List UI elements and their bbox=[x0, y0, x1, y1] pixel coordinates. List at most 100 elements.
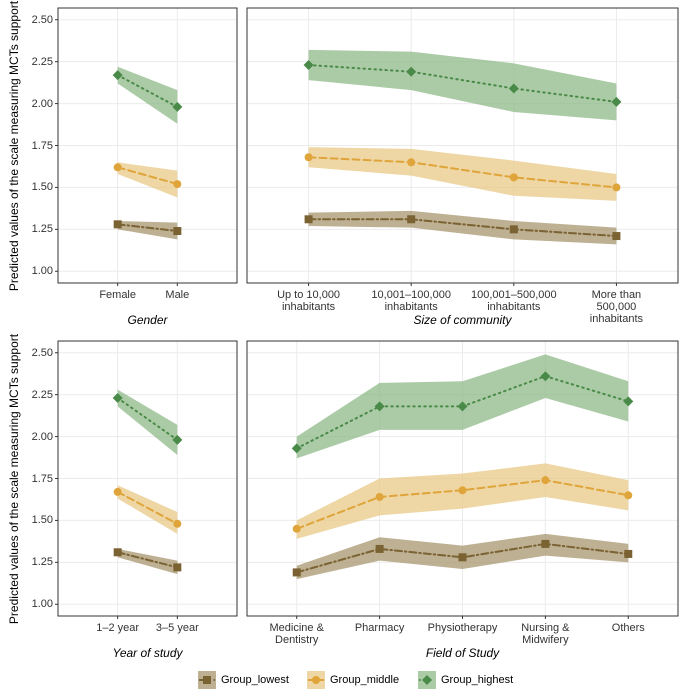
line bbox=[116, 551, 179, 569]
y-tick-label: 1.00 bbox=[31, 598, 53, 611]
y-tick-label: 1.75 bbox=[31, 472, 53, 485]
series bbox=[292, 463, 633, 539]
x-tick-label: More than 500,000 inhabitants bbox=[589, 289, 644, 325]
marker bbox=[375, 544, 384, 553]
marker bbox=[458, 553, 467, 562]
series bbox=[113, 220, 182, 240]
x-axis-title: Gender bbox=[127, 313, 168, 327]
y-tick-label: 2.00 bbox=[31, 97, 53, 110]
y-tick-label: 2.50 bbox=[31, 346, 53, 359]
marker bbox=[173, 563, 182, 572]
y-tick-label: 2.25 bbox=[31, 55, 53, 68]
x-tick-label: Physiotherapy bbox=[427, 622, 498, 634]
marker bbox=[113, 548, 122, 557]
marker bbox=[304, 215, 313, 224]
marker bbox=[112, 393, 123, 404]
marker bbox=[406, 66, 417, 77]
marker bbox=[173, 227, 182, 236]
marker bbox=[407, 215, 416, 224]
legend-label: Group_middle bbox=[330, 674, 400, 686]
marker bbox=[611, 96, 622, 107]
line bbox=[116, 223, 179, 233]
series bbox=[113, 485, 182, 534]
marker bbox=[304, 153, 313, 162]
y-tick-label: 1.25 bbox=[31, 556, 53, 569]
line bbox=[307, 218, 618, 238]
x-tick-label: Medicine & Dentistry bbox=[269, 622, 324, 646]
legend-marker bbox=[203, 676, 211, 684]
series bbox=[113, 162, 182, 198]
confidence-band bbox=[117, 389, 178, 456]
line bbox=[116, 166, 179, 186]
series bbox=[304, 147, 621, 201]
marker bbox=[624, 491, 633, 500]
marker bbox=[624, 549, 633, 558]
x-tick-label: Up to 10,000 inhabitants bbox=[277, 289, 341, 313]
marker bbox=[540, 371, 551, 382]
series bbox=[292, 533, 633, 580]
legend-label: Group_lowest bbox=[221, 674, 289, 686]
confidence-band bbox=[308, 49, 617, 121]
x-tick-label: Female bbox=[99, 289, 136, 301]
marker bbox=[509, 173, 518, 182]
y-tick-label: 2.50 bbox=[31, 13, 53, 26]
marker bbox=[172, 434, 183, 445]
marker bbox=[612, 232, 621, 241]
x-tick-label: 10,001–100,000 inhabitants bbox=[371, 289, 451, 313]
x-tick-label: 3–5 year bbox=[155, 622, 199, 634]
y-tick-label: 2.25 bbox=[31, 388, 53, 401]
x-axis-title: Size of community bbox=[413, 313, 512, 327]
y-tick-label: 1.50 bbox=[31, 514, 53, 527]
marker bbox=[541, 476, 550, 485]
y-tick-label: 1.00 bbox=[31, 265, 53, 278]
marker bbox=[541, 539, 550, 548]
legend-marker bbox=[422, 675, 432, 685]
marker bbox=[612, 183, 621, 192]
legend-label: Group_highest bbox=[441, 674, 514, 686]
marker bbox=[509, 225, 518, 234]
marker bbox=[375, 492, 384, 501]
series bbox=[113, 548, 182, 575]
marker bbox=[172, 101, 183, 112]
line bbox=[116, 490, 179, 525]
series bbox=[291, 354, 634, 459]
marker bbox=[457, 401, 468, 412]
marker bbox=[292, 568, 301, 577]
marker bbox=[113, 220, 122, 229]
x-axis-title: Field of Study bbox=[425, 646, 500, 660]
marker bbox=[623, 396, 634, 407]
y-tick-label: 1.75 bbox=[31, 139, 53, 152]
x-tick-label: Nursing & Midwifery bbox=[521, 622, 570, 646]
x-tick-label: Others bbox=[611, 622, 645, 634]
series bbox=[112, 66, 183, 124]
x-tick-label: Pharmacy bbox=[354, 622, 405, 634]
series bbox=[112, 389, 183, 456]
panel-border bbox=[246, 340, 679, 617]
line bbox=[116, 74, 179, 108]
legend-marker bbox=[312, 676, 320, 684]
line bbox=[307, 64, 618, 103]
x-tick-label: 1–2 year bbox=[96, 622, 140, 634]
line bbox=[307, 156, 618, 189]
panel-border bbox=[57, 340, 238, 617]
panel-border bbox=[246, 7, 679, 284]
y-axis-title: Predicted values of the scale measuring … bbox=[7, 333, 21, 624]
x-axis-title: Year of study bbox=[112, 646, 183, 660]
x-tick-label: Male bbox=[165, 289, 190, 301]
line bbox=[116, 397, 179, 441]
y-axis-title: Predicted values of the scale measuring … bbox=[7, 0, 21, 291]
marker bbox=[113, 163, 122, 172]
confidence-band bbox=[117, 485, 178, 534]
marker bbox=[458, 486, 467, 495]
y-tick-label: 2.00 bbox=[31, 430, 53, 443]
marker bbox=[508, 83, 519, 94]
marker bbox=[292, 524, 301, 533]
series bbox=[303, 49, 622, 121]
panel-border bbox=[57, 7, 238, 284]
y-tick-label: 1.50 bbox=[31, 181, 53, 194]
y-tick-label: 1.25 bbox=[31, 223, 53, 236]
series bbox=[304, 210, 621, 245]
marker bbox=[303, 60, 314, 71]
marker bbox=[112, 70, 123, 81]
